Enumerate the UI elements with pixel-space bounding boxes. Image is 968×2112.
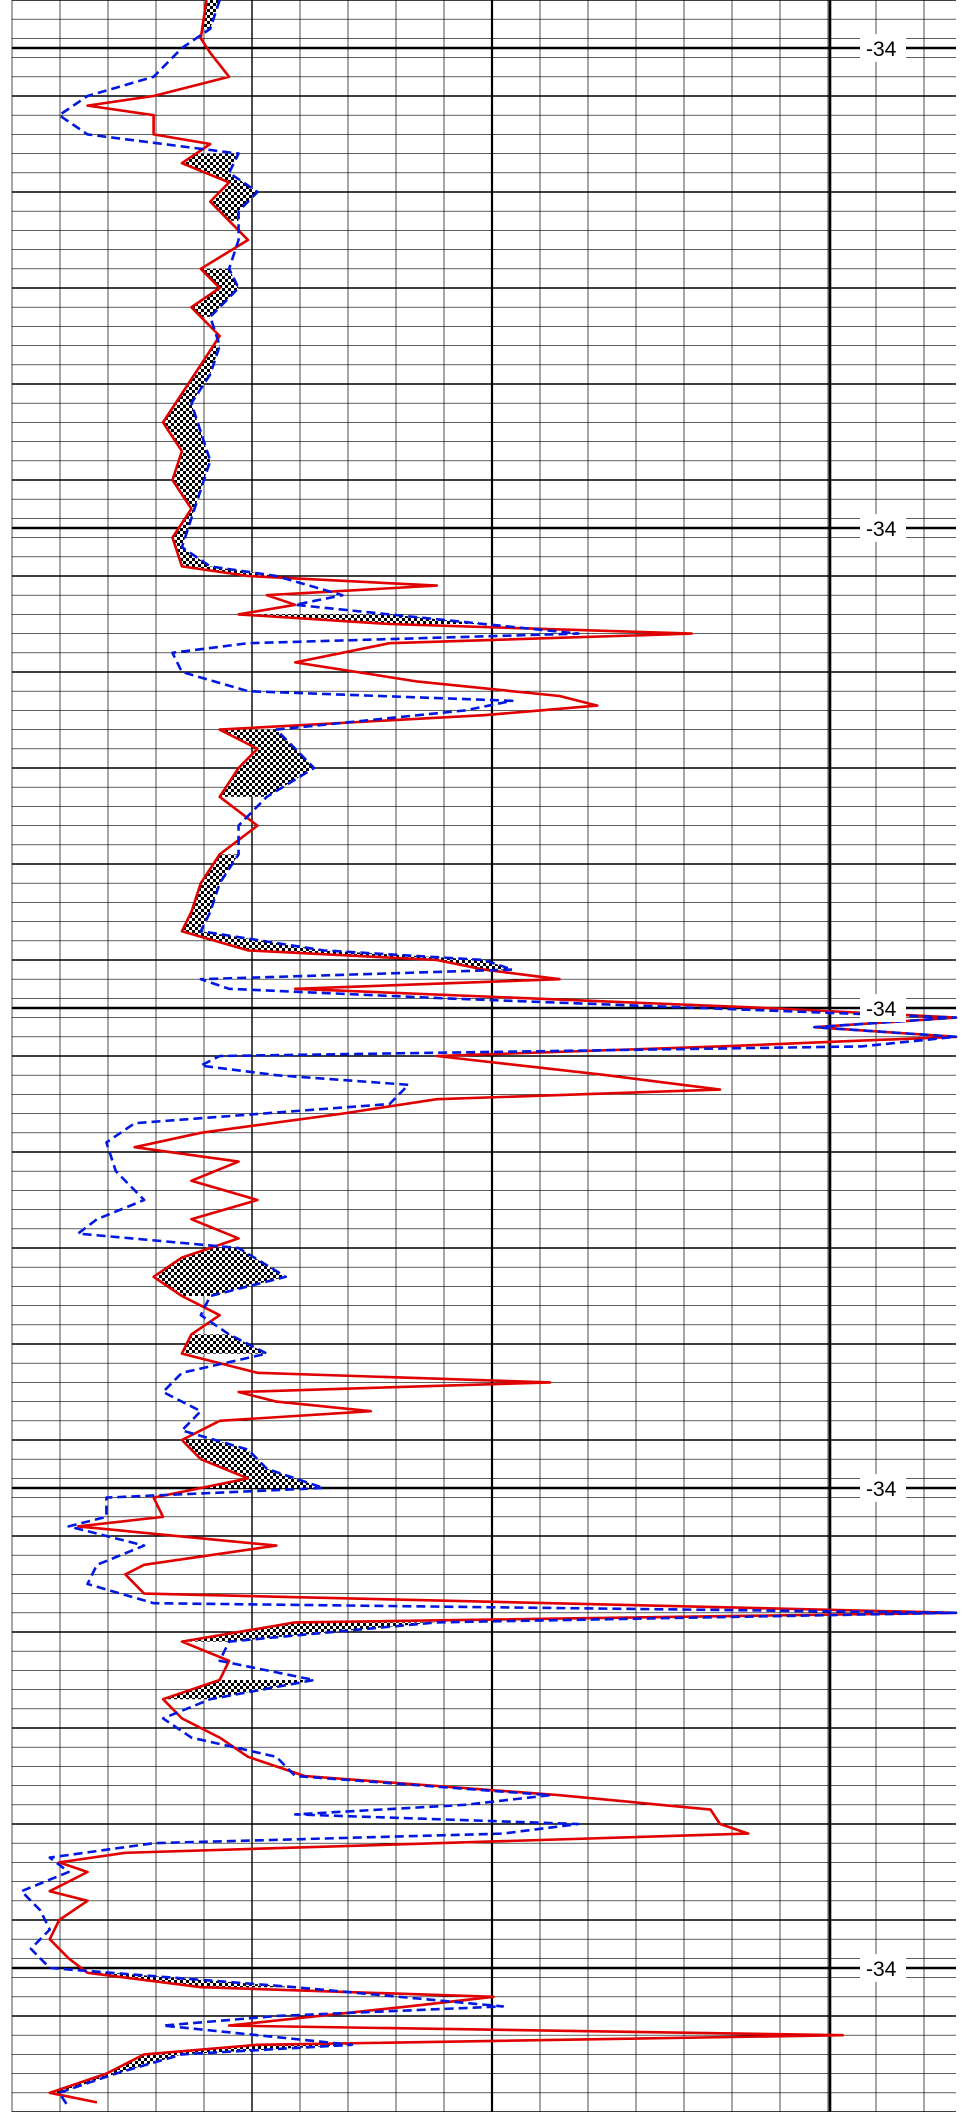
crossover-shading — [181, 1440, 324, 1488]
chart-grid — [11, 0, 956, 2112]
depth-label-bg — [860, 994, 906, 1022]
crossover-fill — [49, 0, 513, 2093]
series-curves — [20, 0, 958, 2108]
depth-label-bg — [860, 1954, 906, 1982]
crossover-shading — [163, 1680, 315, 1700]
depth-tick-label: -34 — [866, 1958, 897, 1981]
depth-label-bg — [860, 514, 906, 542]
crossover-shading — [181, 854, 513, 970]
crossover-shading — [238, 614, 484, 624]
depth-label-bg — [860, 1474, 906, 1502]
depth-labels: -34 -34 -34 -34 -34 — [860, 34, 906, 1982]
crossover-shading — [49, 2044, 352, 2093]
depth-tick-label: -34 — [866, 998, 897, 1021]
series-line-solid — [48, 0, 958, 2104]
depth-tick-label: -34 — [866, 38, 897, 61]
depth-tick-label: -34 — [866, 1478, 897, 1501]
crossover-shading — [181, 1334, 267, 1354]
crossover-shading — [191, 268, 239, 317]
depth-label-bg — [860, 34, 906, 62]
crossover-shading — [219, 729, 315, 797]
series-line-dashed — [20, 0, 958, 2108]
depth-tick-label: -34 — [866, 518, 897, 541]
